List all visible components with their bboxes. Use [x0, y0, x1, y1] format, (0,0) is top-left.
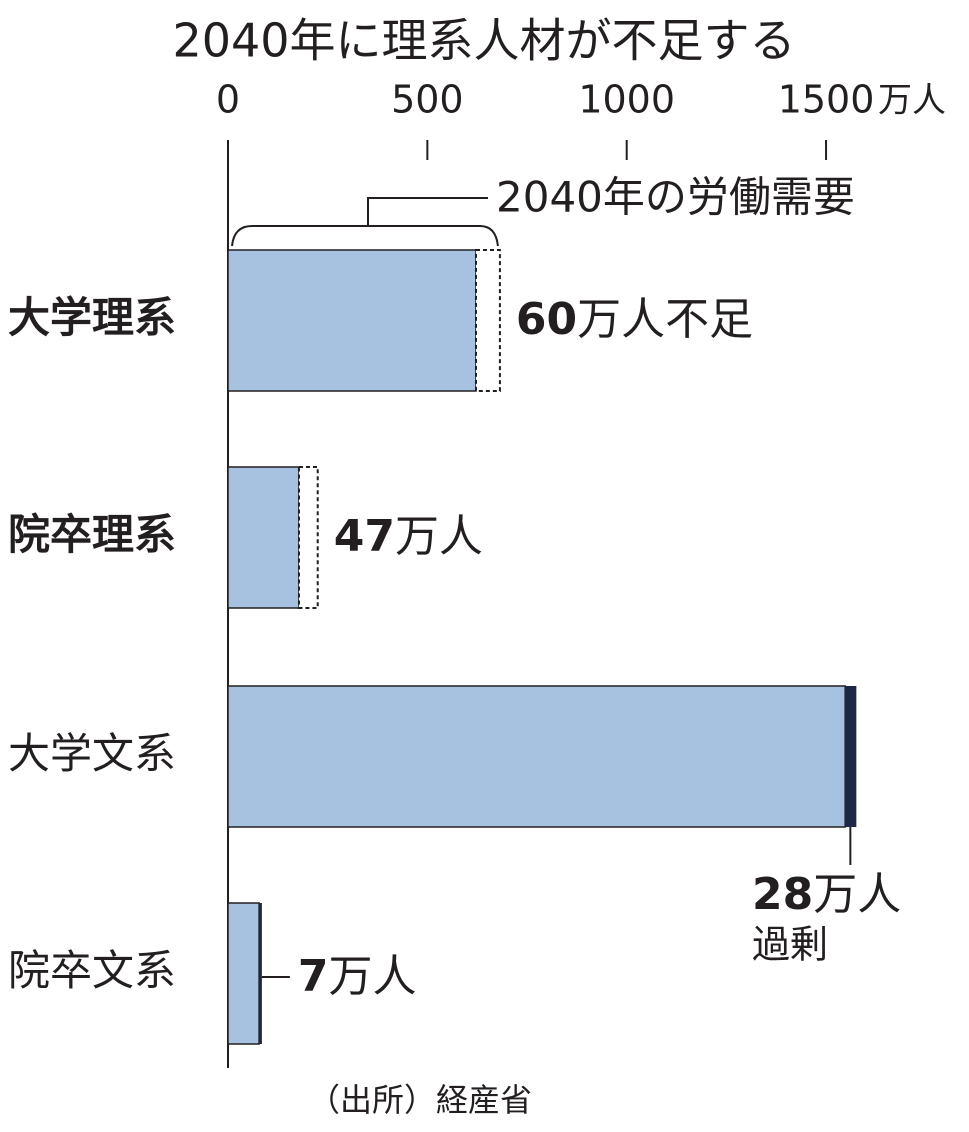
value-label: 28万人: [752, 869, 901, 920]
chart-title: 2040年に理系人材が不足する: [172, 14, 795, 68]
x-unit: 万人: [878, 81, 946, 121]
bar: [227, 685, 846, 828]
surplus-note: 過剰: [752, 923, 828, 967]
category-label: 院卒理系: [8, 510, 176, 559]
bracket: [231, 225, 499, 247]
surplus-segment: [845, 686, 857, 827]
shortage-segment: [297, 466, 319, 609]
value-label: 60万人不足: [516, 294, 753, 345]
value-label: 47万人: [334, 511, 483, 562]
bar: [227, 249, 477, 392]
category-label: 大学文系: [8, 729, 176, 778]
surplus-segment: [259, 903, 262, 1044]
value-label: 7万人: [298, 951, 417, 1002]
source: （出所）経産省: [308, 1081, 532, 1119]
x-tick-label: 1500: [778, 78, 875, 122]
x-tick-label: 0: [216, 78, 240, 122]
x-tick-label: 1000: [578, 78, 675, 122]
bracket-stem: [367, 197, 488, 226]
category-label: 院卒文系: [8, 946, 176, 995]
bar: [227, 466, 300, 609]
category-label: 大学理系: [8, 293, 176, 342]
x-tick-label: 500: [391, 78, 464, 122]
bar: [227, 902, 260, 1045]
shortage-segment: [474, 249, 501, 392]
bracket-label: 2040年の労働需要: [496, 173, 855, 222]
